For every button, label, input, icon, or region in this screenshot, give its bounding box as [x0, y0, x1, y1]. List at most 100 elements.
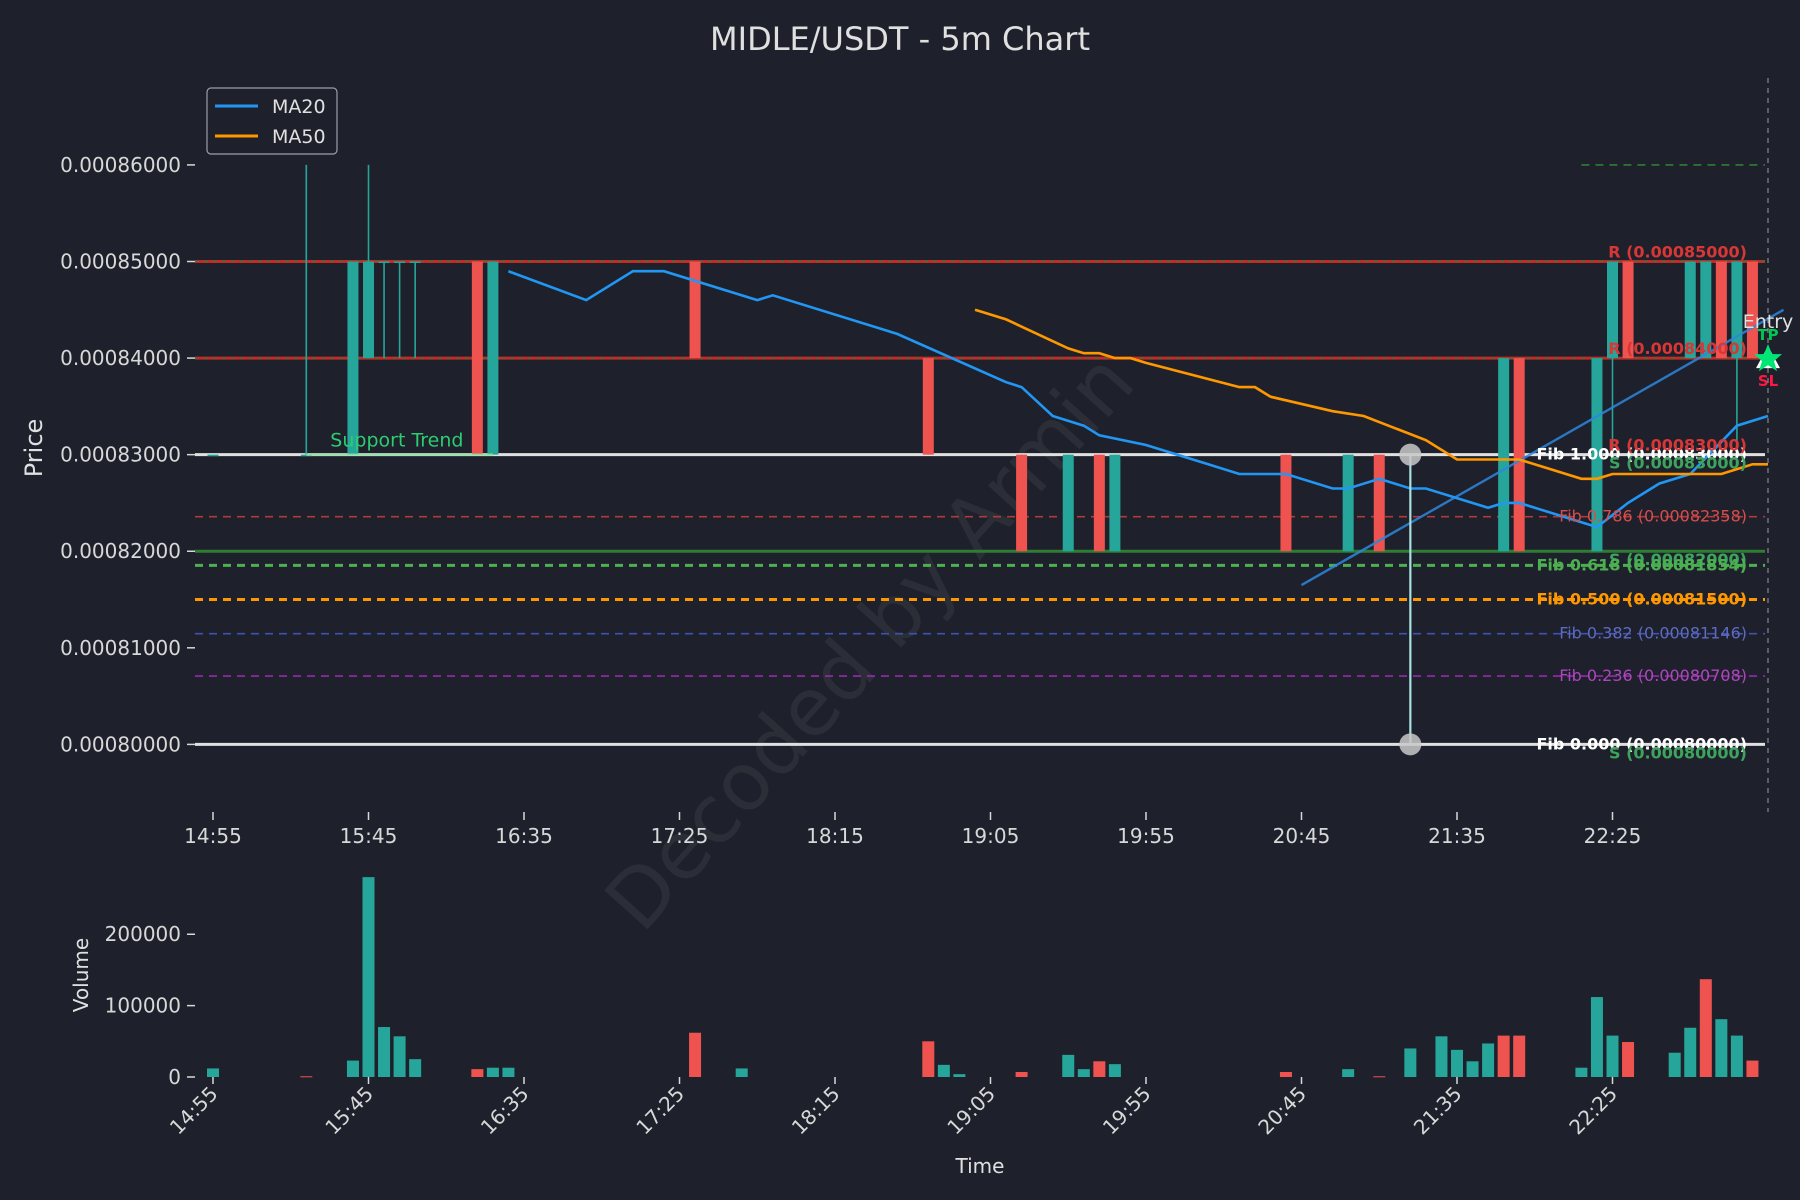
trend-line-label: Support Trend: [330, 430, 463, 452]
legend-entry-label: MA50: [272, 126, 326, 148]
volume-bar: [1606, 1035, 1619, 1077]
indicator-lines: [306, 78, 1785, 812]
volume-bar: [1108, 1064, 1121, 1077]
legend-entry-label: MA20: [272, 96, 326, 118]
volume-bar: [1466, 1061, 1479, 1077]
candle-body: [1109, 454, 1121, 552]
candle-body: [471, 261, 483, 455]
volume-time-tick-label: 15:45: [320, 1082, 378, 1140]
volume-bars: [207, 877, 1759, 1078]
volume-tick-label: 0: [168, 1065, 181, 1089]
level-label: Fib 1.000 (0.00083000): [1536, 445, 1747, 464]
entry-label: Entry: [1743, 311, 1794, 333]
volume-time-tick-label: 14:55: [165, 1082, 223, 1140]
volume-axis-label: Volume: [69, 938, 93, 1012]
volume-bar: [1730, 1035, 1743, 1077]
time-axis-label: Time: [955, 1154, 1005, 1178]
volume-bar: [735, 1068, 748, 1077]
volume-bar: [300, 1076, 313, 1078]
candles: [207, 164, 1758, 552]
time-tick-label: 15:45: [340, 824, 398, 848]
volume-bar: [937, 1064, 950, 1077]
candle-body: [1016, 454, 1028, 552]
volume-bar: [1746, 1060, 1759, 1077]
level-label: Fib 0.786 (0.00082358): [1559, 507, 1747, 526]
candle-body: [378, 261, 390, 263]
time-tick-label: 21:35: [1428, 824, 1486, 848]
price-tick-label: 0.00084000: [60, 346, 181, 370]
volume-time-tick-label: 16:35: [476, 1082, 534, 1140]
level-label: S (0.00083000): [1609, 454, 1747, 473]
volume-bar: [1015, 1072, 1028, 1077]
time-tick-label: 20:45: [1273, 824, 1331, 848]
price-axis: 0.00080000 0.00081000 0.00082000 0.00083000…: [60, 153, 1641, 848]
level-label: Fib 0.500 (0.00081500): [1536, 590, 1747, 609]
volume-bar: [1482, 1043, 1495, 1077]
time-tick-label: 22:25: [1584, 824, 1642, 848]
volume-bar: [1715, 1019, 1728, 1077]
level-label: S (0.00080000): [1609, 743, 1747, 762]
legend: MA20 MA50: [206, 87, 338, 155]
time-tick-label: 19:55: [1117, 824, 1175, 848]
volume-tick-label: 200000: [105, 922, 181, 946]
volume-bar: [1404, 1048, 1417, 1077]
candle-body: [1093, 454, 1105, 552]
price-tick-label: 0.00086000: [60, 153, 181, 177]
volume-time-tick-label: 22:25: [1564, 1082, 1622, 1140]
level-label: Fib 0.000 (0.00080000): [1536, 734, 1747, 753]
stop-loss-label: SL: [1758, 372, 1779, 390]
fib-high-marker: [1399, 443, 1422, 466]
volume-axis: 0 100000 200000 14:55 15:45 16:35 17:25 18:15 19…: [105, 922, 1622, 1139]
volume-bar: [953, 1074, 966, 1077]
volume-bar: [409, 1059, 422, 1077]
level-label: R (0.00083000): [1608, 436, 1747, 455]
volume-bar: [1668, 1052, 1681, 1077]
time-tick-label: 17:25: [651, 824, 709, 848]
candle-body: [363, 261, 374, 359]
candle-body: [1342, 454, 1354, 552]
candle-body: [207, 454, 219, 457]
level-label: S (0.00082000): [1609, 550, 1747, 569]
volume-bar: [207, 1068, 219, 1077]
volume-bar: [1513, 1035, 1526, 1077]
price-tick-label: 0.00083000: [60, 443, 181, 467]
candle-body: [922, 358, 934, 455]
candle-body: [689, 261, 701, 359]
candle-body: [1591, 358, 1603, 552]
candle-body: [1622, 261, 1634, 359]
candle-body: [1607, 261, 1618, 359]
volume-bar: [1684, 1027, 1697, 1077]
time-tick-label: 19:05: [962, 824, 1020, 848]
level-label: Fib 0.618 (0.00081854): [1536, 555, 1747, 574]
volume-bar: [1699, 979, 1712, 1077]
volume-bar: [471, 1069, 484, 1077]
price-axis-label: Price: [20, 419, 48, 478]
candle-body: [1684, 261, 1696, 359]
candle-body: [409, 261, 421, 263]
volume-bar: [1279, 1072, 1292, 1077]
volume-bar: [393, 1036, 406, 1077]
volume-bar: [502, 1067, 515, 1077]
take-profit-label: TP: [1757, 326, 1778, 344]
candle-body: [1731, 261, 1743, 359]
volume-time-tick-label: 19:55: [1098, 1082, 1156, 1140]
volume-bar: [1575, 1067, 1588, 1077]
volume-bar: [362, 877, 375, 1077]
level-label: Fib 0.382 (0.00081146): [1559, 624, 1747, 643]
chart-title: MIDLE/USDT - 5m Chart: [710, 20, 1090, 58]
volume-bar: [689, 1032, 702, 1077]
level-label: Fib 0.236 (0.00080708): [1559, 666, 1747, 685]
volume-bar: [1497, 1035, 1510, 1077]
volume-bar: [486, 1067, 499, 1077]
volume-bar: [378, 1027, 391, 1077]
volume-bar: [1451, 1049, 1463, 1077]
ma20-line: [507, 269, 1769, 529]
volume-bar: [346, 1060, 359, 1077]
price-tick-label: 0.00082000: [60, 539, 181, 563]
time-tick-label: 16:35: [495, 824, 553, 848]
volume-bar: [1435, 1036, 1448, 1077]
volume-time-tick-label: 17:25: [631, 1082, 689, 1140]
volume-bar: [1077, 1069, 1090, 1077]
candle-body: [1746, 261, 1758, 359]
candle-body: [394, 261, 406, 263]
